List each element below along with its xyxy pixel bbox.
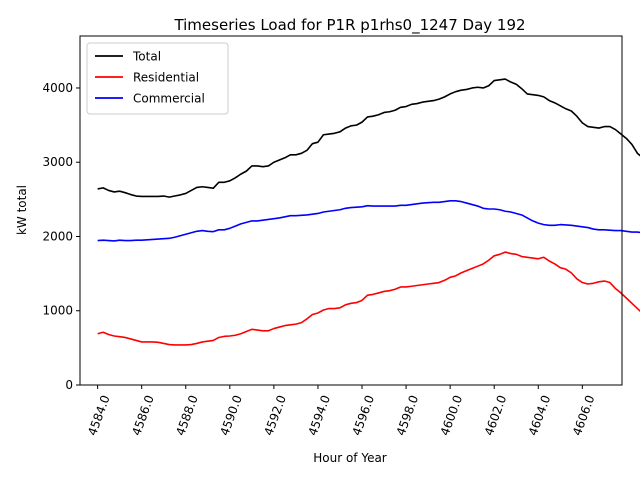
legend-box [86, 42, 229, 115]
y-tick-label: 4000 [42, 81, 73, 95]
y-tick-label: 3000 [42, 155, 73, 169]
series-layer [97, 78, 640, 346]
y-tick-label: 1000 [42, 304, 73, 318]
legend: Total Residential Commercial [86, 42, 229, 115]
y-axis: 0 1000 2000 3000 4000 [42, 81, 80, 392]
x-axis-label: Hour of Year [313, 451, 387, 465]
legend-label-commercial: Commercial [133, 92, 205, 106]
series-line-residential [97, 251, 640, 346]
legend-label-total: Total [132, 50, 161, 64]
plot-frame [79, 35, 623, 386]
y-axis-label: kW total [15, 185, 29, 235]
y-tick-label: 2000 [42, 229, 73, 243]
legend-label-residential: Residential [133, 71, 199, 85]
series-line-total [97, 78, 640, 198]
series-line-commercial [97, 200, 640, 242]
chart-title: Timeseries Load for P1R p1rhs0_1247 Day … [173, 16, 525, 35]
y-tick-label: 0 [65, 378, 73, 392]
